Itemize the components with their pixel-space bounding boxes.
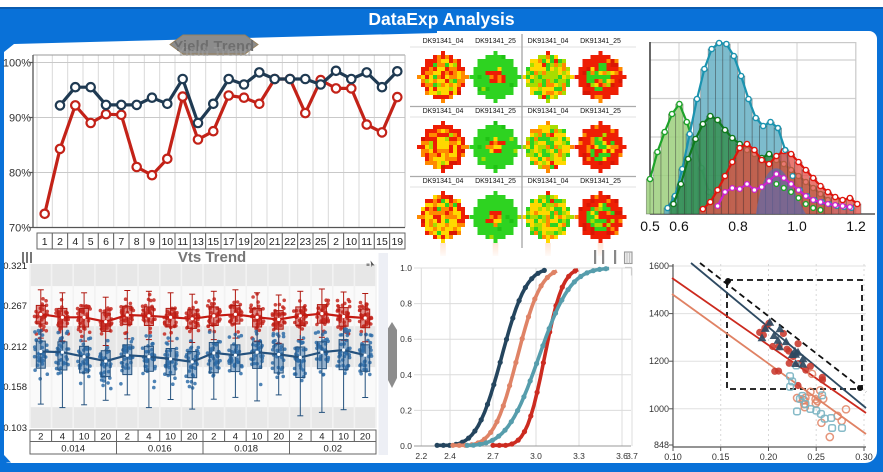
svg-text:0.014: 0.014 [61, 444, 85, 455]
svg-text:80%: 80% [9, 168, 31, 180]
svg-text:0.20: 0.20 [760, 452, 778, 462]
svg-text:23: 23 [299, 236, 311, 248]
svg-text:0.016: 0.016 [148, 444, 172, 455]
svg-text:0.8: 0.8 [400, 299, 412, 309]
svg-text:2: 2 [211, 432, 216, 443]
svg-text:DK91341_25: DK91341_25 [580, 178, 621, 185]
svg-text:1.0: 1.0 [787, 218, 807, 234]
svg-text:2.2: 2.2 [415, 451, 427, 461]
svg-text:19: 19 [391, 236, 403, 248]
svg-text:2: 2 [333, 236, 339, 248]
svg-text:2: 2 [125, 432, 130, 443]
svg-text:2: 2 [38, 432, 43, 443]
svg-text:10: 10 [79, 432, 90, 443]
svg-text:3.6: 3.6 [616, 451, 628, 461]
svg-text:0.8: 0.8 [728, 218, 748, 234]
svg-text:11: 11 [177, 236, 188, 248]
svg-text:1: 1 [42, 236, 48, 248]
svg-text:0.2: 0.2 [400, 405, 412, 415]
svg-text:2.7: 2.7 [487, 451, 499, 461]
svg-text:3.7: 3.7 [626, 451, 638, 461]
svg-text:0.5: 0.5 [640, 218, 660, 234]
svg-text:0.267: 0.267 [4, 301, 27, 312]
svg-text:4: 4 [72, 236, 78, 248]
svg-text:0.15: 0.15 [712, 452, 730, 462]
svg-text:DK91341_04: DK91341_04 [423, 108, 464, 115]
svg-text:20: 20 [100, 432, 111, 443]
svg-text:1.2: 1.2 [846, 218, 866, 234]
svg-text:1200: 1200 [649, 356, 669, 366]
svg-text:DK91341_25: DK91341_25 [475, 38, 516, 45]
svg-text:0.25: 0.25 [807, 452, 825, 462]
svg-text:10: 10 [165, 432, 176, 443]
svg-text:15: 15 [207, 236, 219, 248]
svg-text:20: 20 [253, 236, 265, 248]
svg-text:8: 8 [134, 236, 140, 248]
svg-text:1.0: 1.0 [400, 263, 412, 273]
svg-text:0.4: 0.4 [400, 370, 412, 380]
svg-text:9: 9 [149, 236, 155, 248]
svg-text:DK91341_04: DK91341_04 [423, 38, 464, 45]
svg-text:0.158: 0.158 [4, 382, 27, 393]
svg-text:0.103: 0.103 [4, 423, 27, 434]
svg-text:22: 22 [284, 236, 296, 248]
svg-text:1600: 1600 [649, 261, 669, 271]
svg-text:4: 4 [60, 432, 65, 443]
svg-text:DK91341_25: DK91341_25 [580, 108, 621, 115]
svg-text:Yield Trend: Yield Trend [174, 39, 255, 55]
svg-text:4: 4 [319, 432, 324, 443]
svg-text:0.0: 0.0 [400, 441, 412, 451]
svg-text:19: 19 [238, 236, 250, 248]
svg-text:10: 10 [161, 236, 173, 248]
svg-text:20: 20 [187, 432, 198, 443]
svg-text:DK91341_04: DK91341_04 [528, 38, 569, 45]
svg-text:Yield Trend: Yield Trend [176, 44, 251, 59]
svg-text:DK91341_04: DK91341_04 [423, 178, 464, 185]
svg-text:11: 11 [361, 236, 372, 248]
svg-text:4: 4 [233, 432, 238, 443]
svg-text:0.212: 0.212 [4, 342, 27, 353]
svg-text:7: 7 [118, 236, 124, 248]
svg-text:10: 10 [345, 236, 357, 248]
svg-text:13: 13 [192, 236, 204, 248]
svg-text:0.02: 0.02 [324, 444, 343, 455]
svg-text:10: 10 [338, 432, 349, 443]
svg-text:3.0: 3.0 [530, 451, 542, 461]
svg-text:15: 15 [376, 236, 388, 248]
svg-text:90%: 90% [9, 113, 31, 125]
svg-text:0.321: 0.321 [4, 261, 27, 272]
svg-text:5: 5 [88, 236, 94, 248]
svg-text:20: 20 [273, 432, 284, 443]
svg-text:6: 6 [103, 236, 109, 248]
svg-text:100%: 100% [3, 58, 31, 70]
svg-text:2: 2 [298, 432, 303, 443]
svg-text:2.4: 2.4 [444, 451, 456, 461]
svg-text:DK91341_04: DK91341_04 [528, 178, 569, 185]
svg-text:25: 25 [315, 236, 327, 248]
svg-text:DK91341_25: DK91341_25 [580, 38, 621, 45]
svg-text:20: 20 [360, 432, 371, 443]
svg-text:21: 21 [269, 236, 281, 248]
svg-text:0.6: 0.6 [400, 334, 412, 344]
svg-text:17: 17 [223, 236, 235, 248]
svg-text:0.10: 0.10 [664, 452, 682, 462]
svg-text:70%: 70% [9, 223, 31, 235]
svg-text:DK91341_25: DK91341_25 [475, 178, 516, 185]
svg-text:DK91341_25: DK91341_25 [475, 108, 516, 115]
svg-text:0.018: 0.018 [234, 444, 258, 455]
svg-text:10: 10 [252, 432, 263, 443]
svg-text:848: 848 [654, 440, 669, 450]
svg-text:3.3: 3.3 [573, 451, 585, 461]
svg-text:2: 2 [57, 236, 63, 248]
svg-text:0.6: 0.6 [669, 218, 689, 234]
svg-text:DK91341_04: DK91341_04 [528, 108, 569, 115]
svg-text:4: 4 [146, 432, 151, 443]
svg-text:1400: 1400 [649, 309, 669, 319]
svg-text:Vts Trend: Vts Trend [178, 249, 246, 266]
svg-text:0.30: 0.30 [855, 452, 873, 462]
svg-text:1000: 1000 [649, 404, 669, 414]
